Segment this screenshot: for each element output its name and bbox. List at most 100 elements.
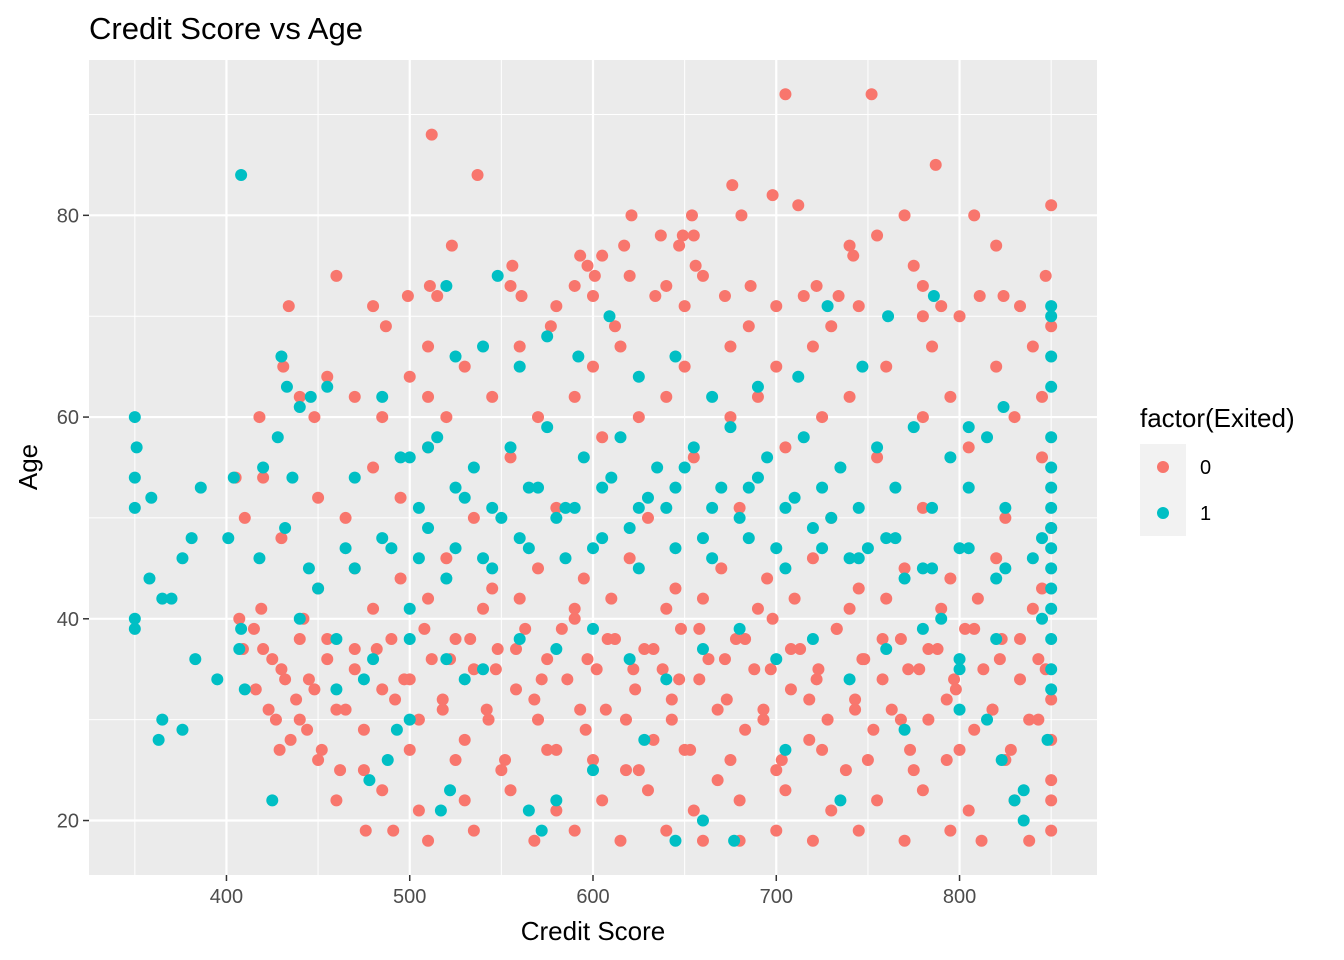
point-exited-0 — [541, 743, 554, 756]
point-exited-0 — [660, 390, 673, 403]
point-exited-1 — [128, 471, 141, 484]
point-exited-0 — [669, 582, 682, 595]
point-exited-1 — [128, 622, 141, 635]
point-exited-1 — [660, 501, 673, 514]
point-exited-1 — [889, 532, 902, 545]
point-exited-0 — [458, 360, 471, 373]
point-exited-0 — [486, 582, 499, 595]
point-exited-1 — [143, 572, 156, 585]
point-exited-0 — [665, 713, 678, 726]
point-exited-1 — [477, 552, 490, 565]
point-exited-1 — [477, 340, 490, 353]
point-exited-1 — [367, 653, 380, 666]
point-exited-0 — [871, 794, 884, 807]
point-exited-1 — [742, 481, 755, 494]
point-exited-1 — [1045, 501, 1058, 514]
point-exited-0 — [990, 360, 1003, 373]
point-exited-1 — [440, 572, 453, 585]
point-exited-1 — [603, 310, 616, 323]
point-exited-0 — [660, 824, 673, 837]
point-exited-1 — [304, 390, 317, 403]
point-exited-1 — [916, 622, 929, 635]
point-exited-1 — [513, 632, 526, 645]
point-exited-0 — [257, 471, 270, 484]
point-exited-1 — [907, 421, 920, 434]
point-exited-0 — [357, 764, 370, 777]
point-exited-1 — [953, 703, 966, 716]
point-exited-0 — [614, 834, 627, 847]
point-exited-0 — [379, 320, 392, 333]
point-exited-1 — [587, 764, 599, 777]
point-exited-0 — [922, 643, 935, 656]
point-exited-1 — [444, 784, 457, 797]
point-exited-0 — [568, 390, 581, 403]
point-exited-0 — [330, 794, 343, 807]
point-exited-0 — [940, 693, 953, 706]
point-exited-0 — [440, 552, 453, 565]
point-exited-0 — [876, 673, 889, 686]
point-exited-0 — [555, 622, 568, 635]
point-exited-1 — [962, 481, 975, 494]
point-exited-1 — [504, 441, 517, 454]
point-exited-0 — [744, 279, 757, 292]
point-exited-0 — [849, 693, 862, 706]
point-exited-1 — [176, 723, 189, 736]
point-exited-0 — [748, 663, 761, 676]
point-exited-1 — [458, 491, 471, 504]
point-exited-0 — [880, 360, 893, 373]
point-exited-1 — [816, 542, 829, 555]
point-exited-0 — [253, 411, 266, 424]
point-exited-0 — [718, 653, 731, 666]
point-exited-1 — [669, 834, 682, 847]
point-exited-0 — [907, 764, 920, 777]
point-exited-0 — [632, 411, 645, 424]
point-exited-0 — [389, 693, 402, 706]
point-exited-0 — [348, 663, 361, 676]
x-axis-ticks: 400 500 600 700 800 — [210, 875, 976, 908]
point-exited-1 — [211, 673, 224, 686]
point-exited-1 — [559, 552, 572, 565]
point-exited-1 — [486, 501, 499, 514]
point-exited-1 — [1045, 582, 1058, 595]
point-exited-0 — [993, 653, 1006, 666]
legend-key-0 — [1157, 461, 1169, 473]
point-exited-1 — [286, 471, 299, 484]
x-tick-label: 600 — [576, 886, 609, 908]
point-exited-1 — [999, 501, 1012, 514]
point-exited-0 — [1045, 693, 1058, 706]
point-exited-0 — [467, 663, 480, 676]
point-exited-0 — [990, 552, 1003, 565]
point-exited-0 — [999, 511, 1012, 524]
y-tick-label: 20 — [57, 811, 79, 833]
point-exited-1 — [156, 713, 169, 726]
point-exited-0 — [608, 320, 621, 333]
point-exited-0 — [852, 300, 865, 313]
point-exited-1 — [330, 683, 343, 696]
point-exited-1 — [990, 572, 1003, 585]
point-exited-1 — [927, 290, 940, 303]
point-exited-0 — [1039, 269, 1052, 282]
point-exited-0 — [308, 683, 321, 696]
point-exited-1 — [806, 632, 819, 645]
point-exited-0 — [792, 199, 805, 212]
point-exited-0 — [779, 441, 792, 454]
point-exited-1 — [513, 532, 526, 545]
point-exited-0 — [359, 824, 372, 837]
point-exited-0 — [711, 703, 724, 716]
chart-title: Credit Score vs Age — [89, 11, 363, 46]
point-exited-0 — [339, 703, 352, 716]
point-exited-0 — [330, 703, 343, 716]
point-exited-0 — [1036, 390, 1049, 403]
point-exited-1 — [761, 451, 774, 464]
point-exited-0 — [423, 279, 436, 292]
point-exited-1 — [981, 713, 994, 726]
point-exited-0 — [482, 713, 495, 726]
point-exited-1 — [1008, 794, 1021, 807]
point-exited-0 — [293, 390, 306, 403]
point-exited-0 — [735, 209, 748, 222]
point-exited-1 — [128, 612, 141, 625]
point-exited-0 — [599, 703, 612, 716]
point-exited-0 — [532, 411, 545, 424]
point-exited-0 — [959, 622, 972, 635]
point-exited-0 — [1036, 582, 1049, 595]
